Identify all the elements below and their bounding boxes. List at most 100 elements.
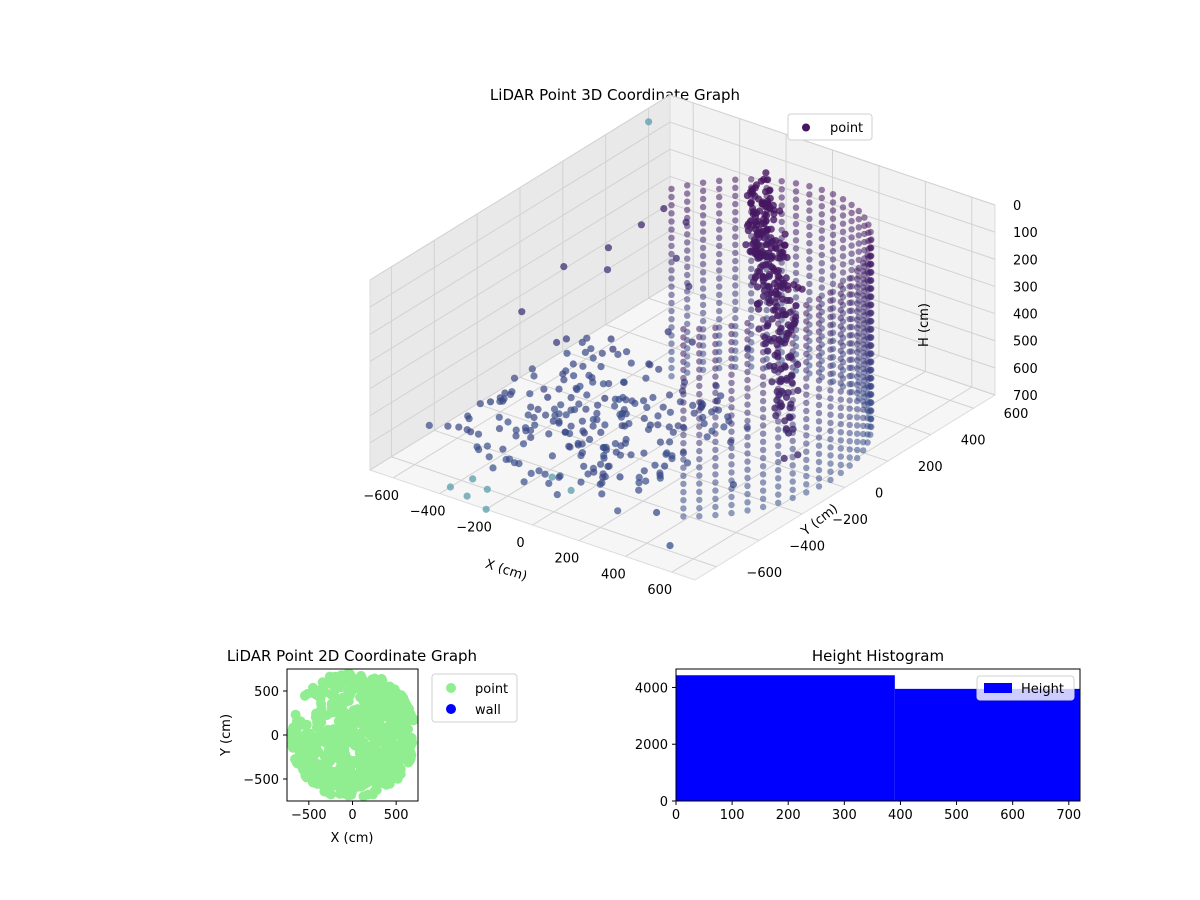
data-point — [788, 379, 796, 387]
data-point — [839, 220, 847, 227]
data-point — [827, 468, 834, 475]
data-point — [818, 227, 825, 234]
data-point — [654, 421, 662, 429]
data-point — [775, 491, 782, 498]
data-point — [759, 414, 767, 421]
data-point — [680, 456, 687, 463]
data-point — [771, 404, 779, 412]
data-point — [818, 365, 825, 373]
data-point — [815, 483, 823, 490]
data-point — [336, 703, 347, 714]
data-point — [313, 770, 324, 781]
data-point — [661, 462, 669, 470]
data-point — [861, 255, 868, 262]
data-point — [848, 242, 855, 249]
data-point — [684, 288, 691, 295]
data-point — [732, 184, 739, 191]
data-point — [854, 414, 861, 421]
data-point — [716, 185, 723, 193]
data-point — [403, 732, 414, 743]
data-point — [680, 448, 687, 455]
data-point — [728, 469, 735, 476]
data-point — [712, 511, 719, 519]
data-point — [839, 383, 847, 390]
data-point — [773, 396, 781, 404]
data-point — [759, 422, 767, 429]
grid-line-h — [369, 94, 996, 281]
data-point — [307, 687, 318, 698]
data-point — [806, 354, 813, 361]
data-point — [579, 427, 587, 435]
data-point — [783, 253, 791, 262]
data-point — [744, 458, 751, 465]
data-point — [520, 478, 528, 486]
data-point — [848, 234, 855, 241]
data-point — [404, 744, 415, 755]
data-point — [512, 426, 520, 434]
data-point — [550, 405, 559, 413]
data-point — [728, 485, 735, 492]
data-point — [732, 266, 739, 273]
data-point — [762, 240, 771, 248]
data-point — [748, 330, 755, 338]
data-point — [755, 299, 764, 307]
data-point — [854, 454, 861, 462]
data-point — [815, 426, 823, 433]
data-point — [668, 283, 675, 290]
data-point — [621, 422, 629, 430]
data-point — [775, 442, 782, 449]
data-point — [684, 255, 691, 262]
data-point — [728, 412, 735, 419]
data-point — [684, 345, 691, 352]
data-point — [597, 428, 605, 436]
y-tick-label: −400 — [789, 539, 825, 554]
data-point — [848, 209, 855, 217]
data-point — [752, 243, 760, 251]
data-point — [829, 280, 837, 287]
data-point — [839, 375, 847, 382]
data-point — [510, 374, 519, 382]
chart-3d-legend: point — [787, 113, 873, 141]
data-point — [560, 376, 568, 384]
data-point — [353, 756, 363, 767]
data-point — [775, 467, 782, 474]
data-point — [839, 342, 847, 349]
data-point — [784, 286, 792, 294]
chart-2d: LiDAR Point 2D Coordinate Graph −500 0 500… — [219, 647, 518, 846]
data-point — [732, 217, 739, 224]
data-point — [787, 372, 795, 381]
data-point — [790, 320, 799, 328]
data-point — [787, 326, 795, 334]
data-point — [855, 281, 862, 288]
data-point — [815, 442, 823, 449]
data-point — [607, 335, 615, 343]
data-point — [534, 405, 542, 413]
data-point — [666, 438, 674, 446]
data-point — [806, 329, 813, 336]
outlier-point — [483, 485, 491, 493]
data-point — [728, 461, 735, 468]
data-point — [617, 442, 625, 450]
data-point — [776, 378, 784, 386]
data-point — [712, 487, 719, 494]
data-point — [827, 395, 834, 402]
data-point — [637, 221, 646, 229]
data-point — [792, 334, 800, 342]
data-point — [712, 446, 719, 454]
data-point — [712, 495, 719, 502]
data-point — [659, 403, 667, 411]
data-point — [861, 361, 868, 368]
data-point — [744, 368, 751, 376]
data-point — [369, 696, 380, 707]
data-point — [555, 417, 563, 426]
legend-marker-point — [802, 123, 810, 132]
data-point — [829, 199, 837, 206]
data-point — [668, 324, 675, 331]
data-point — [759, 389, 767, 397]
data-point — [699, 269, 707, 276]
data-point — [778, 178, 785, 185]
data-point — [660, 205, 668, 213]
chart-3d-title: LiDAR Point 3D Coordinate Graph — [490, 86, 740, 104]
data-point — [680, 513, 687, 520]
data-point — [792, 220, 800, 228]
